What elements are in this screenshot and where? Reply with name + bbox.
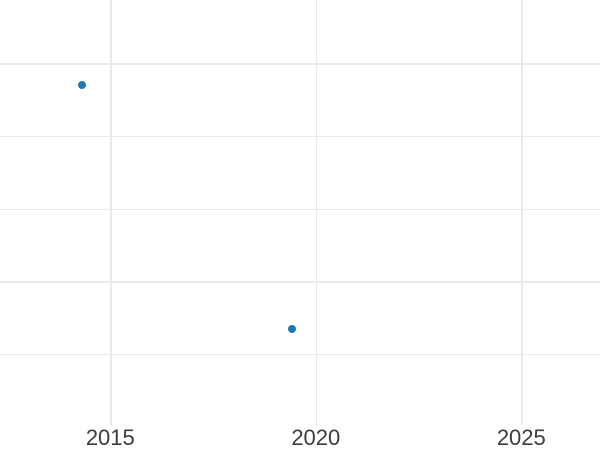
gridline-horizontal (0, 354, 600, 356)
gridline-vertical (521, 0, 523, 425)
gridline-vertical (315, 0, 318, 425)
gridline-horizontal (0, 63, 600, 65)
gridline-horizontal (0, 208, 600, 210)
x-tick-label: 2015 (85, 425, 135, 450)
data-point (287, 325, 296, 333)
x-tick-label: 2020 (291, 425, 341, 450)
x-tick-label: 2025 (496, 425, 546, 450)
gridline-horizontal (0, 135, 600, 138)
data-point (78, 81, 86, 89)
gridline-vertical (110, 0, 112, 425)
gridline-horizontal (0, 281, 600, 283)
